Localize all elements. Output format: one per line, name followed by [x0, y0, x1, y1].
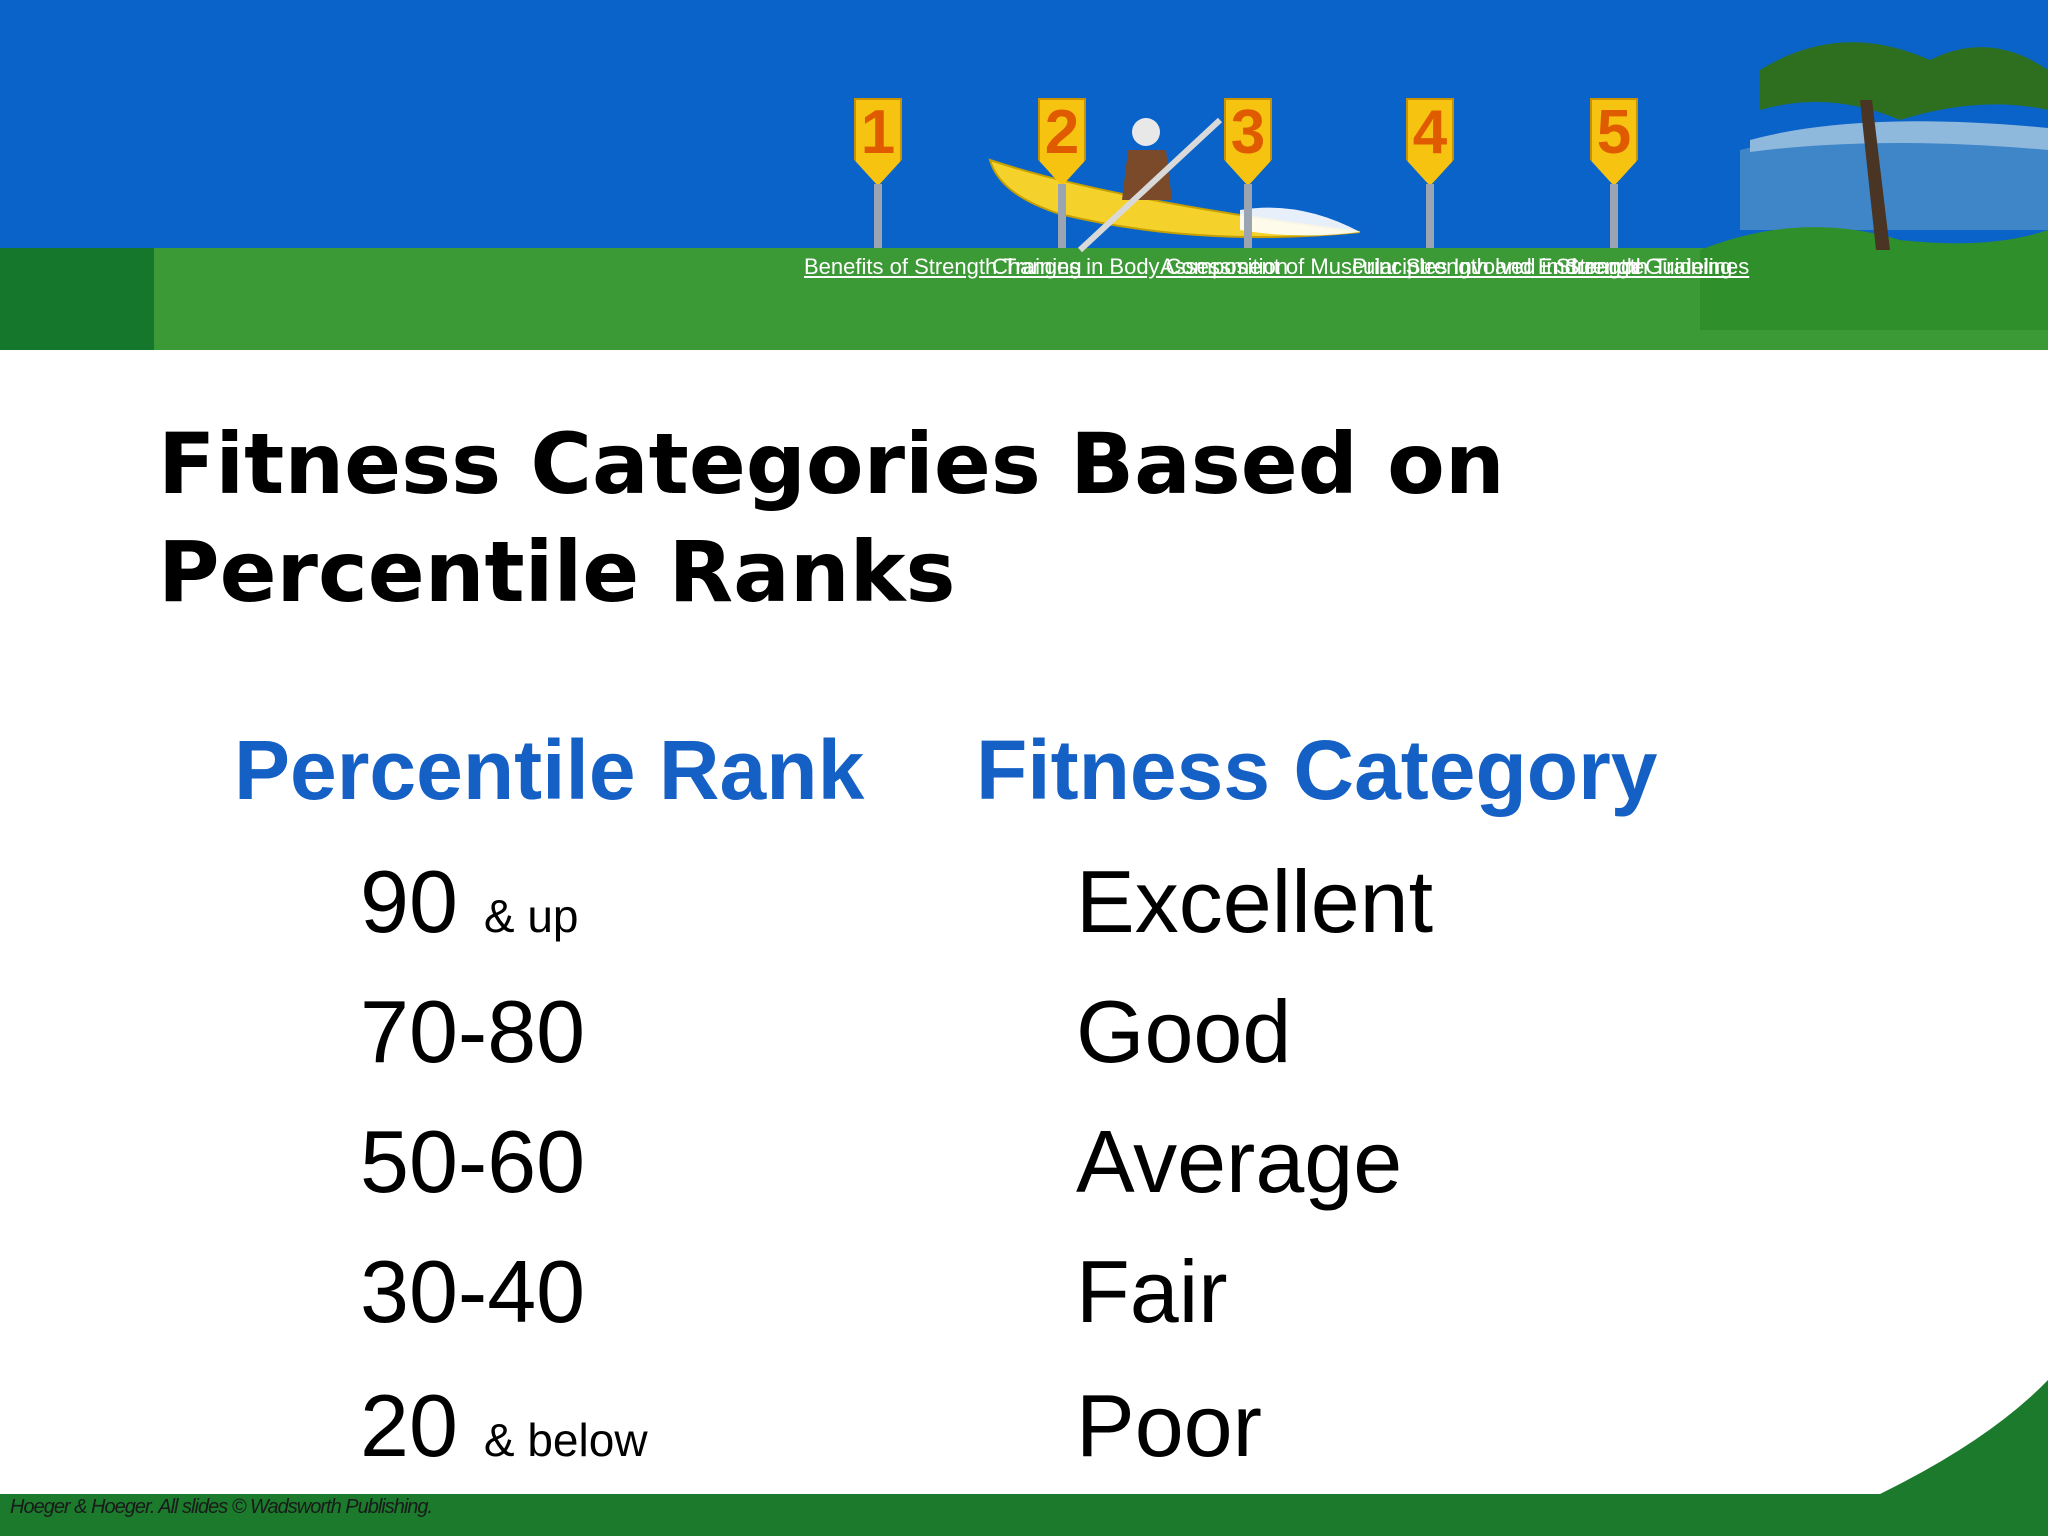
header-percentile-rank: Percentile Rank [234, 723, 865, 817]
water-splash-icon [1240, 207, 1360, 236]
nav-link-guidelines[interactable]: Strength Guidelines [1556, 254, 1750, 279]
marker-number: 5 [1596, 98, 1632, 167]
category-cell: Fair [1076, 1242, 1228, 1341]
rank-suffix: & up [483, 890, 579, 942]
tree-trunk-icon [1860, 100, 1890, 250]
marker-number: 2 [1044, 98, 1080, 167]
slide-title: Fitness Categories Based on Percentile R… [158, 410, 1718, 626]
rank-value: 50-60 [360, 1112, 586, 1211]
grass-corner [0, 248, 154, 350]
sky-background [0, 0, 2048, 248]
rank-value: 70-80 [360, 982, 586, 1081]
rank-value: 20 [360, 1376, 458, 1475]
footer-credit: Hoeger & Hoeger. All slides © Wadsworth … [10, 1496, 433, 1518]
rank-cell: 90 & up [360, 852, 579, 966]
footer-bar [0, 1494, 2048, 1536]
ocean-icon [1740, 132, 2048, 230]
tree-canopy-icon [1760, 42, 2048, 120]
marker-number: 3 [1230, 98, 1266, 167]
rank-cell: 30-40 [360, 1242, 585, 1342]
marker-number: 4 [1412, 98, 1448, 167]
header-fitness-category: Fitness Category [976, 723, 1658, 817]
rank-value: 30-40 [360, 1242, 586, 1341]
marker-number: 1 [860, 98, 896, 167]
title-line-2: Percentile Ranks [158, 523, 956, 621]
category-cell: Excellent [1076, 852, 1434, 951]
rank-value: 90 [360, 852, 458, 951]
nav-link-body-composition[interactable]: Changes in Body Composition [992, 254, 1288, 279]
distant-hills-icon [1750, 121, 2048, 152]
rank-suffix: & below [483, 1414, 648, 1466]
swoosh-icon [1880, 1380, 2048, 1494]
grass-hill-icon [1700, 227, 2048, 330]
kayak-icon [988, 158, 1361, 239]
category-cell: Good [1076, 982, 1292, 1081]
header-scene-illustration [988, 42, 2048, 330]
title-line-1: Fitness Categories Based on [158, 415, 1505, 513]
kayaker-body-icon [1122, 150, 1172, 200]
rank-cell: 50-60 [360, 1112, 585, 1212]
header-banner: 1 2 3 4 5 Benefits of Strength Training … [0, 0, 2048, 350]
nav-link-benefits[interactable]: Benefits of Strength Training [804, 254, 1082, 279]
rank-cell: 70-80 [360, 982, 585, 1082]
nav-links: Benefits of Strength Training Changes in… [0, 254, 2048, 284]
category-cell: Poor [1076, 1376, 1262, 1475]
nav-link-assessment[interactable]: Assessment of Muscular Strength and Endu… [1160, 254, 1645, 279]
category-cell: Average [1076, 1112, 1403, 1211]
rank-cell: 20 & below [360, 1376, 648, 1490]
nav-link-principles[interactable]: Principles Involved in Strength Training [1352, 254, 1733, 279]
paddle-icon [1077, 117, 1223, 253]
kayaker-helmet-icon [1132, 118, 1160, 146]
